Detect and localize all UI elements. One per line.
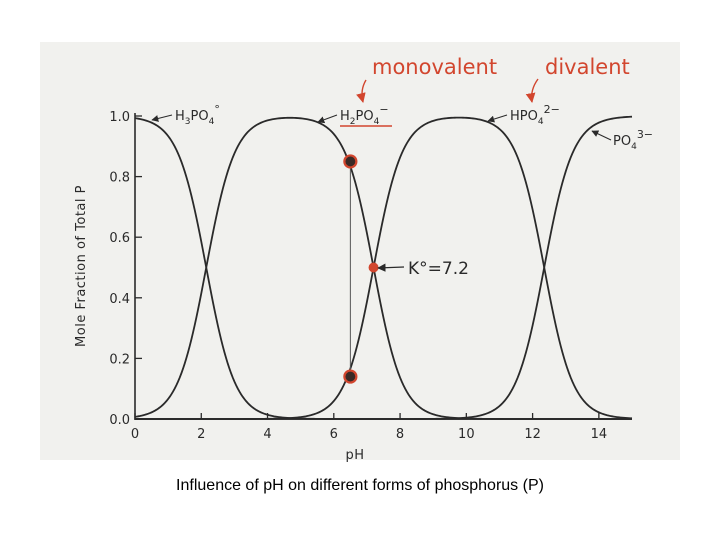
x-tick-label: 10 — [458, 427, 475, 442]
data-marker — [368, 262, 379, 273]
h3po4-sup: ° — [214, 103, 220, 116]
hpo4-sup: 2− — [544, 103, 560, 116]
arrow-h2po4 — [317, 114, 338, 124]
species-label-po4: PO43− — [613, 128, 653, 152]
marker-group — [343, 154, 379, 384]
hpo4-hpo: HPO — [510, 109, 538, 124]
h3po4-h: H — [175, 109, 185, 124]
curve-po4 — [135, 115, 633, 420]
curve-h2po4 — [134, 116, 632, 420]
species-curves — [134, 115, 633, 420]
x-axis-title: pH — [345, 448, 364, 463]
y-tick-label: 0.6 — [109, 231, 130, 246]
arrow-monovalent — [356, 79, 367, 103]
h2po4-sup: − — [379, 103, 388, 116]
h3po4-po: PO — [191, 109, 209, 124]
h2po4-h: H — [340, 109, 350, 124]
po4-po: PO — [613, 134, 631, 149]
axis-ticks: 0 2 4 6 8 10 12 14 0.0 0.2 0.4 0.6 0.8 1.0 — [109, 110, 607, 442]
y-axis-title: Mole Fraction of Total P — [74, 185, 89, 347]
h3po4-sub4: 4 — [209, 117, 215, 127]
h2po4-sub4: 4 — [374, 117, 380, 127]
y-tick-label: 1.0 — [109, 110, 130, 125]
chart-background — [40, 42, 680, 460]
curve-h3po4 — [134, 117, 632, 420]
arrow-k-value — [377, 263, 405, 272]
x-tick-label: 0 — [131, 427, 139, 442]
phosphorus-speciation-chart: 0 2 4 6 8 10 12 14 0.0 0.2 0.4 0.6 0.8 1.0 pH Mole Fr… — [74, 55, 653, 463]
annotation-divalent: divalent — [545, 55, 630, 79]
svg-text:H3PO4°: H3PO4° — [175, 103, 220, 127]
po4-sub4: 4 — [631, 142, 637, 152]
x-tick-label: 8 — [396, 427, 404, 442]
figure-caption: Influence of pH on different forms of ph… — [176, 477, 544, 494]
data-marker — [343, 154, 358, 169]
species-label-h2po4: H2PO4− — [340, 103, 389, 127]
svg-text:HPO42−: HPO42− — [510, 103, 560, 127]
annotation-k-value: K°=7.2 — [408, 259, 469, 279]
y-tick-label: 0.2 — [109, 352, 130, 367]
svg-text:PO43−: PO43− — [613, 128, 653, 152]
y-tick-label: 0.0 — [109, 413, 130, 428]
y-tick-label: 0.4 — [109, 292, 130, 307]
data-marker — [343, 369, 358, 384]
arrow-hpo4 — [487, 114, 508, 123]
h2po4-sub2: 2 — [350, 117, 356, 127]
svg-text:H2PO4−: H2PO4− — [340, 103, 389, 127]
arrow-po4 — [591, 130, 612, 141]
x-tick-label: 2 — [197, 427, 205, 442]
x-tick-label: 6 — [330, 427, 338, 442]
po4-sup: 3− — [637, 128, 653, 141]
hpo4-sub4: 4 — [538, 117, 544, 127]
h2po4-po: PO — [356, 109, 374, 124]
h3po4-sub3: 3 — [185, 117, 191, 127]
x-tick-label: 12 — [524, 427, 541, 442]
y-tick-label: 0.8 — [109, 171, 130, 186]
x-tick-label: 4 — [263, 427, 271, 442]
species-label-hpo4: HPO42− — [510, 103, 560, 127]
annotation-monovalent: monovalent — [372, 55, 497, 79]
species-label-h3po4: H3PO4° — [175, 103, 220, 127]
x-tick-label: 14 — [591, 427, 608, 442]
arrow-divalent — [525, 78, 539, 103]
arrow-h3po4 — [151, 114, 173, 122]
